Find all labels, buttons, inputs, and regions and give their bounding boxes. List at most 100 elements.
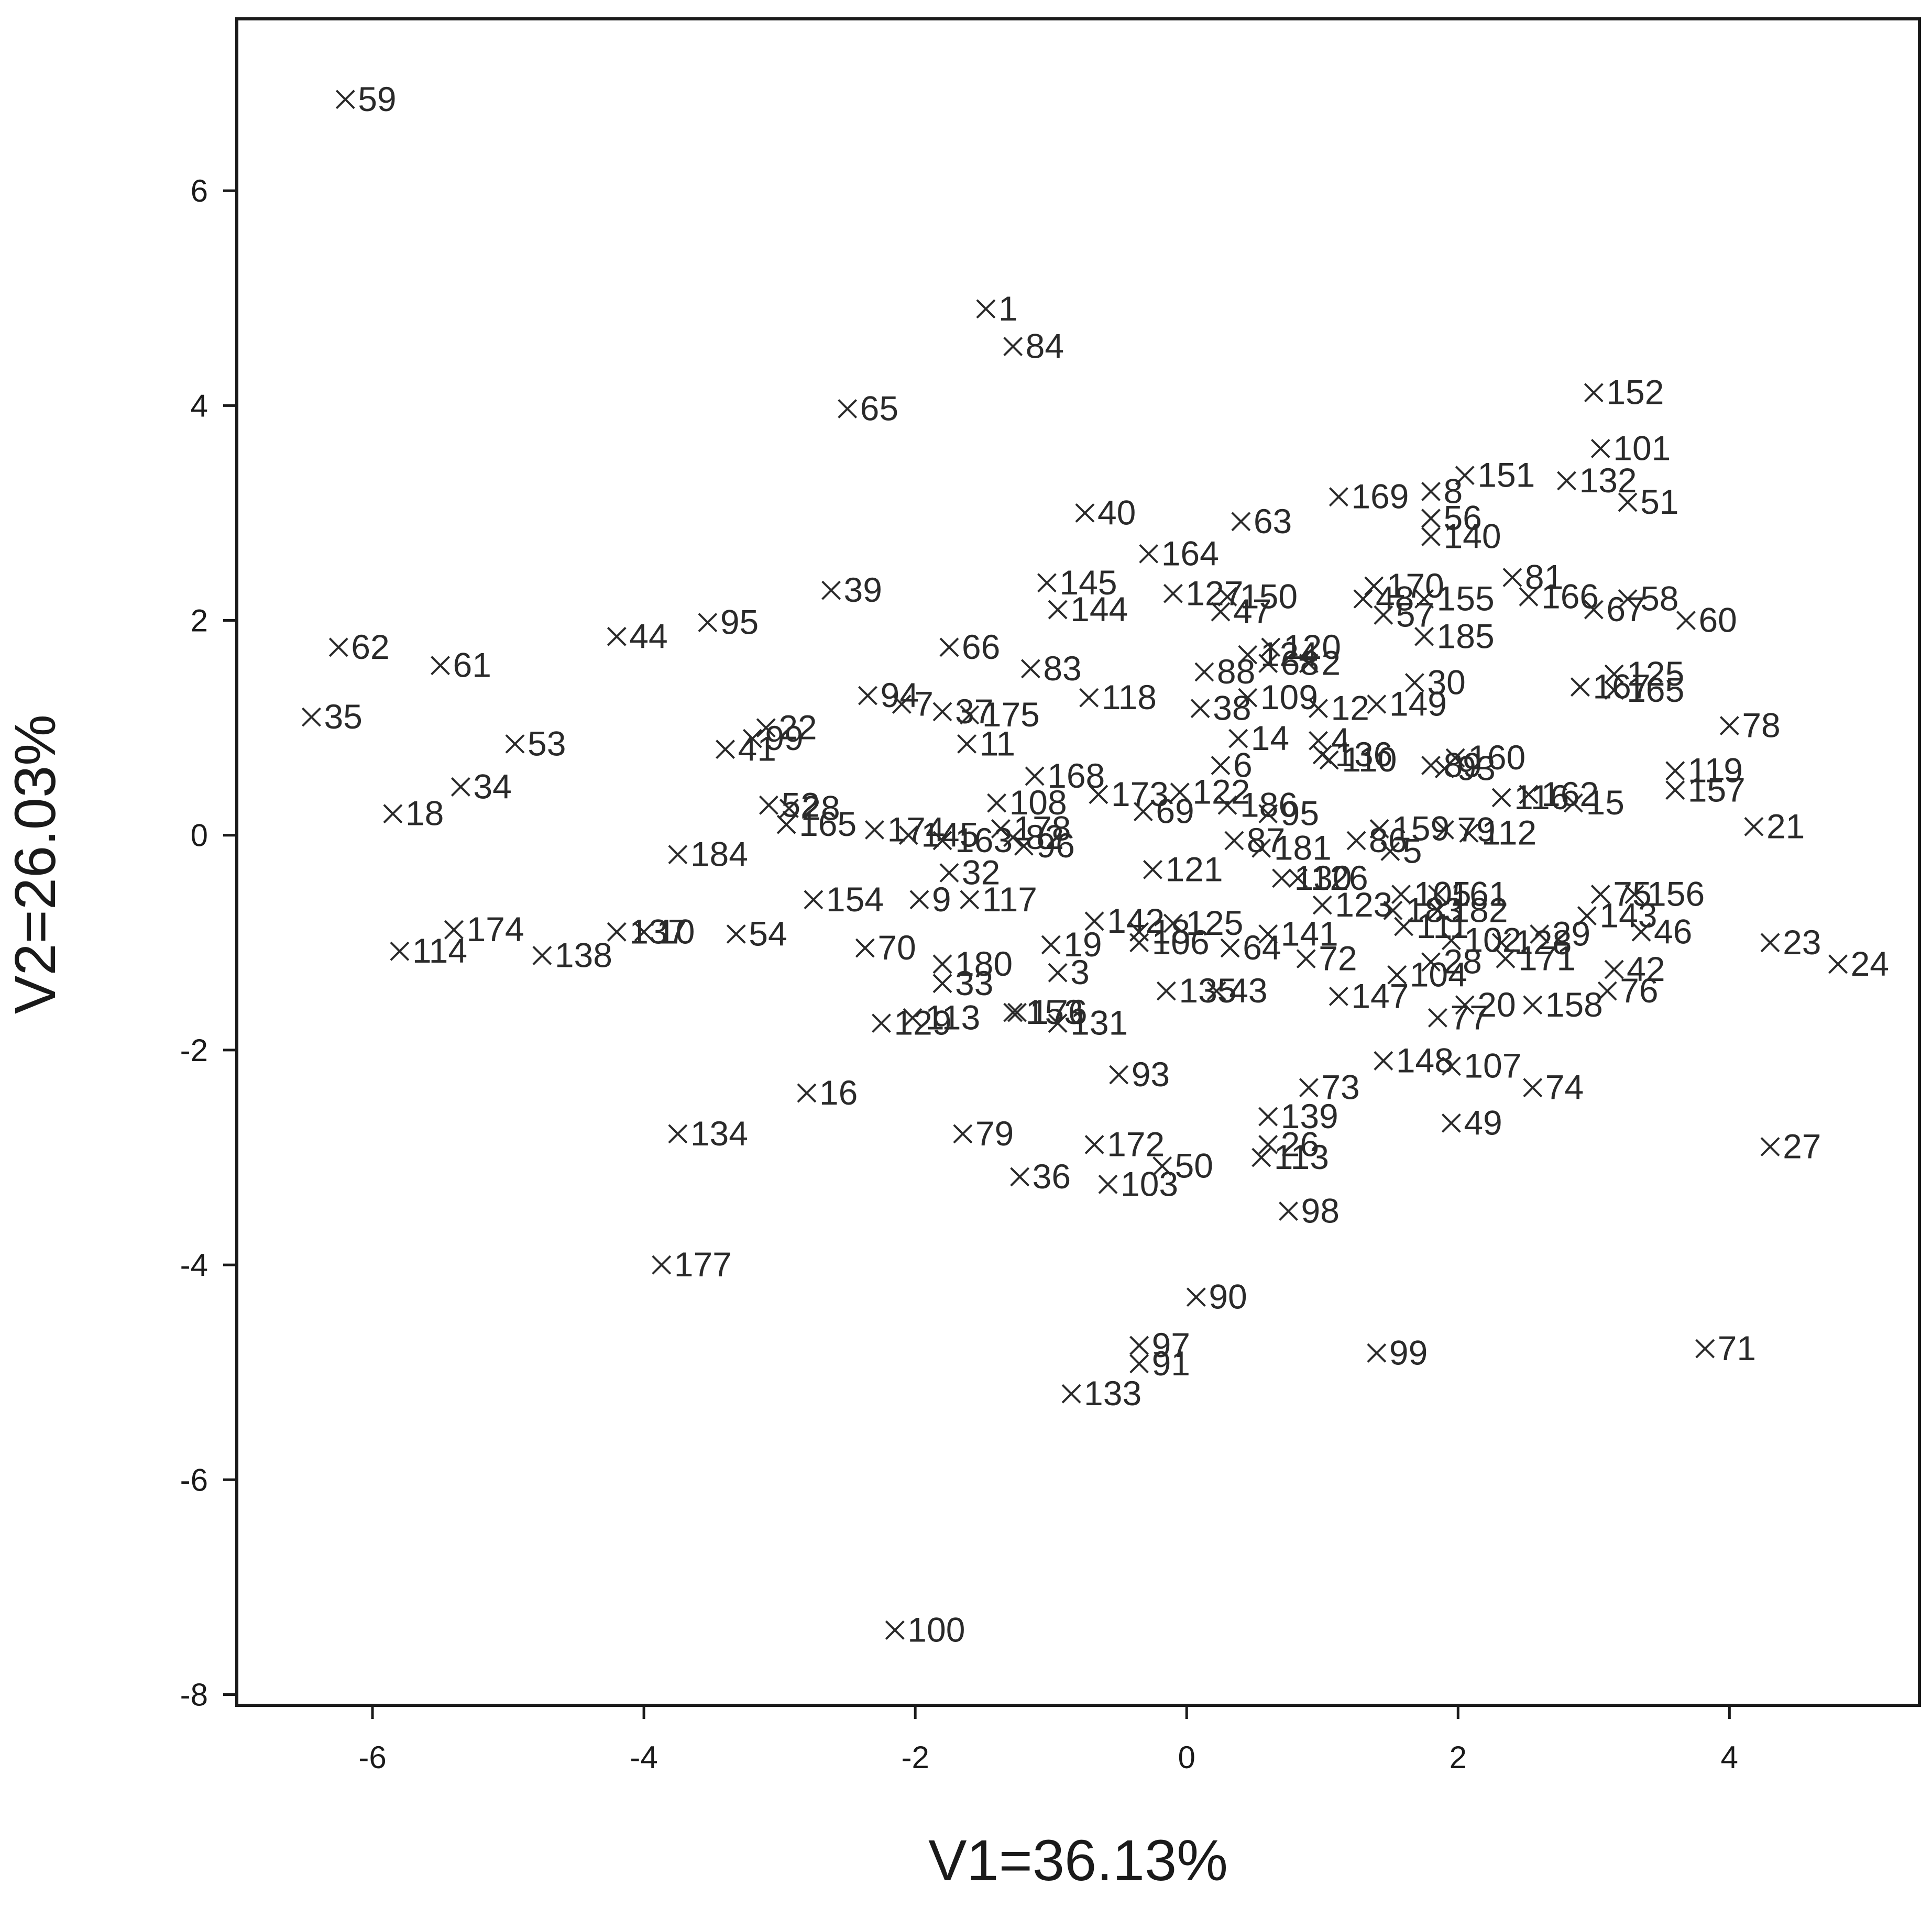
point-label: 125: [1185, 903, 1243, 942]
data-point: 81: [1502, 557, 1563, 596]
x-tick-label: -4: [630, 1740, 657, 1775]
data-point: 152: [1584, 373, 1664, 412]
point-marker-x: [1383, 900, 1403, 920]
data-point: 29: [1530, 914, 1590, 953]
point-marker-x: [652, 1255, 672, 1275]
point-marker-x: [1061, 1384, 1081, 1404]
point-label: 134: [690, 1114, 748, 1153]
point-label: 99: [1389, 1333, 1428, 1372]
point-marker-x: [1421, 755, 1441, 775]
point-label: 181: [1274, 828, 1332, 867]
point-marker-x: [1003, 828, 1023, 847]
point-marker-x: [1309, 699, 1328, 719]
point-label: 98: [1301, 1192, 1340, 1230]
point-label: 128: [1514, 923, 1572, 962]
point-label: 130: [1294, 858, 1352, 897]
point-label: 26: [1281, 1124, 1319, 1163]
point-marker-x: [532, 946, 552, 965]
point-marker-x: [431, 656, 450, 676]
data-point: 109: [1238, 678, 1318, 716]
y-tick-label: -8: [180, 1677, 208, 1712]
x-axis-ticks: -6 -4 -2 0 2 4: [358, 1705, 1738, 1775]
point-marker-x: [1618, 589, 1638, 609]
data-point: 54: [726, 914, 787, 953]
y-tick-label: 6: [191, 173, 208, 208]
data-point: 77: [1428, 998, 1489, 1036]
data-point: 79: [1434, 810, 1496, 848]
point-label: 110: [1342, 740, 1397, 779]
point-marker-x: [1665, 761, 1685, 781]
data-point: 95: [1258, 794, 1319, 833]
point-marker-x: [1228, 729, 1248, 748]
point-marker-x: [1048, 600, 1068, 620]
data-point: 22: [756, 708, 817, 747]
point-marker-x: [1003, 1002, 1023, 1022]
point-label: 18: [405, 794, 444, 833]
data-point: 30: [1404, 663, 1466, 701]
point-label: 72: [1319, 939, 1357, 978]
point-label: 93: [1457, 749, 1495, 788]
data-point: 9: [909, 880, 951, 919]
point-marker-x: [1404, 673, 1424, 692]
point-label: 3: [1070, 953, 1090, 991]
point-label: 122: [1192, 773, 1250, 811]
point-marker-x: [742, 729, 762, 748]
point-label: 50: [1175, 1146, 1213, 1185]
data-point: 95: [698, 603, 759, 642]
point-marker-x: [1441, 1113, 1461, 1133]
data-point: 62: [328, 627, 390, 666]
point-marker-x: [1129, 1354, 1149, 1374]
point-label: 153: [1026, 992, 1083, 1031]
data-point: 167: [1571, 667, 1651, 706]
point-marker-x: [1279, 1201, 1298, 1221]
data-point: 4: [1309, 721, 1350, 759]
point-label: 160: [1468, 738, 1525, 777]
point-marker-x: [1194, 662, 1214, 682]
data-point: 20: [1455, 985, 1516, 1024]
point-marker-x: [1434, 759, 1454, 778]
point-marker-x: [1098, 1174, 1118, 1194]
data-point: 73: [1299, 1068, 1360, 1107]
point-marker-x: [1459, 823, 1479, 843]
data-point: 75: [1590, 875, 1652, 913]
point-marker-x: [838, 399, 858, 418]
point-label: 41: [738, 730, 776, 768]
data-point: 131: [1048, 1003, 1128, 1042]
point-label: 14: [1251, 719, 1289, 757]
data-point: 2: [1299, 644, 1341, 682]
point-marker-x: [1014, 836, 1034, 856]
point-label: 29: [1552, 914, 1590, 953]
point-marker-x: [1434, 820, 1454, 840]
point-label: 52: [781, 785, 819, 824]
point-marker-x: [698, 613, 718, 633]
point-label: 101: [1613, 428, 1671, 467]
data-point: 186: [1217, 785, 1298, 824]
point-label: 158: [1545, 985, 1603, 1024]
point-label: 123: [1335, 885, 1392, 924]
point-label: 113: [925, 998, 980, 1036]
point-marker-x: [1346, 831, 1366, 851]
point-marker-x: [1190, 699, 1210, 719]
data-point: 121: [1143, 850, 1223, 888]
point-marker-x: [1374, 1051, 1393, 1071]
point-marker-x: [1760, 933, 1780, 953]
data-point: 53: [505, 724, 566, 763]
data-point: 174: [444, 910, 524, 949]
data-point: 169: [1329, 477, 1409, 516]
point-marker-x: [898, 825, 918, 845]
point-label: 107: [1464, 1046, 1521, 1085]
data-point: 89: [1421, 745, 1482, 784]
data-point: 93: [1434, 749, 1496, 788]
point-label: 152: [1606, 373, 1664, 412]
data-point: 76: [1597, 971, 1659, 1010]
point-marker-x: [1258, 924, 1278, 944]
point-label: 40: [1097, 493, 1136, 532]
point-label: 99: [765, 719, 803, 757]
point-marker-x: [1744, 817, 1764, 836]
data-point: 168: [1025, 756, 1105, 795]
point-label: 129: [894, 1003, 951, 1042]
point-marker-x: [1828, 954, 1848, 974]
point-marker-x: [892, 694, 912, 714]
point-marker-x: [960, 890, 980, 910]
point-marker-x: [1496, 949, 1516, 969]
